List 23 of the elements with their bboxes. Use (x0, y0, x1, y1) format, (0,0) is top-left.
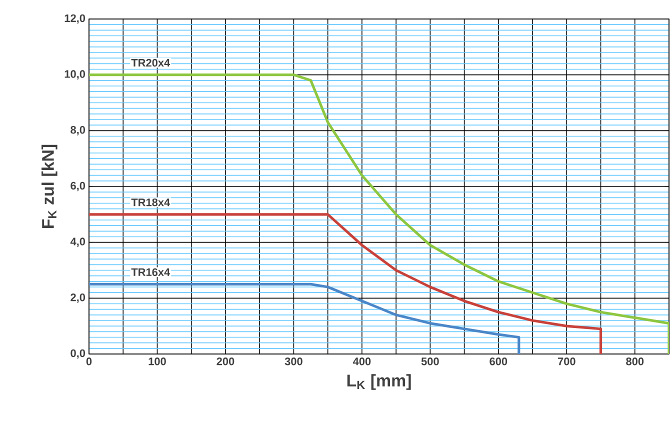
series-label: TR16x4 (131, 268, 170, 276)
y-tick-label: 6,0 (70, 182, 86, 192)
y-tick-label: 8,0 (70, 126, 86, 136)
series-label: TR18x4 (131, 198, 170, 206)
x-tick-label: 100 (148, 358, 166, 366)
x-tick-label: 700 (558, 358, 576, 366)
x-tick-label: 400 (352, 358, 371, 366)
x-tick-label: 800 (626, 358, 644, 366)
y-tick-label: 2,0 (70, 294, 86, 303)
y-tick-label: 0,0 (70, 349, 86, 359)
x-tick-label: 300 (284, 358, 302, 366)
y-tick-label: 12,0 (64, 14, 86, 24)
x-axis-title: L$_{K}$ [mm] (347, 374, 411, 390)
line-series (89, 213, 602, 354)
x-tick-label: 0 (86, 358, 92, 366)
x-tick-label: 200 (216, 358, 234, 366)
x-tick-label: 500 (421, 358, 439, 366)
series-label: TR20x4 (131, 58, 170, 67)
y-axis-title: F$_{K}$ zul [kN] (42, 144, 58, 228)
y-tick-label: 10,0 (64, 70, 86, 80)
x-tick-label: 600 (490, 358, 508, 366)
line-series (89, 282, 520, 354)
y-tick-label: 4,0 (70, 238, 86, 248)
